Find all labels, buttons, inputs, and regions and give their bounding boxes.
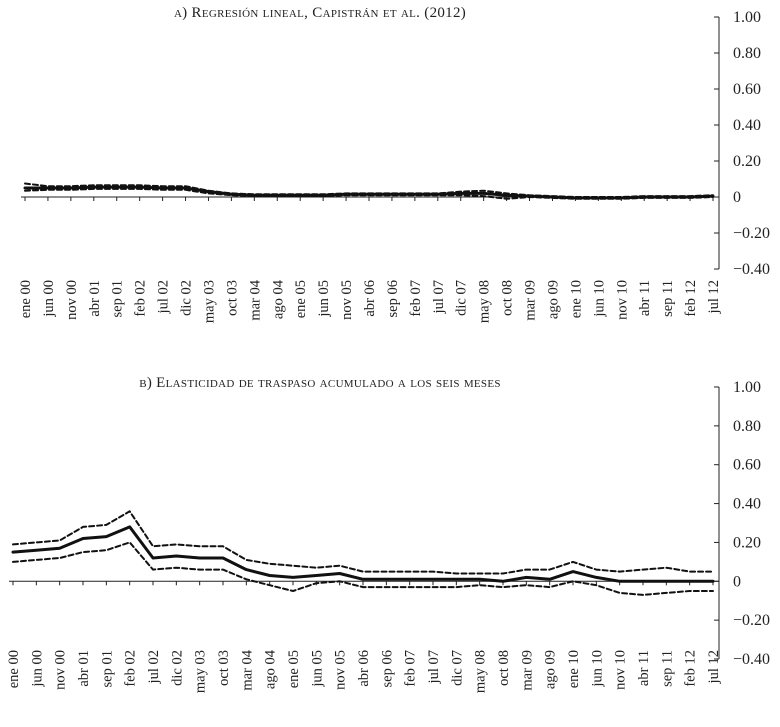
x-tick-label: dic 02 [169,650,185,686]
y-tick-label: 0.80 [733,418,761,435]
y-tick-label: −0.20 [733,225,770,242]
x-tick-label: sep 01 [99,650,115,687]
x-tick-label: sep 06 [385,280,401,317]
confidence-band-line [24,182,714,198]
x-tick-label: ene 05 [293,280,309,318]
x-tick-label: feb 02 [123,650,139,687]
confidence-band-line [12,510,714,575]
x-tick-label: sep 11 [659,650,675,687]
x-tick-label: ago 09 [543,650,559,689]
x-tick-label: abr 06 [362,280,378,317]
x-tick-label: abr 11 [637,280,653,316]
x-tick-label: feb 07 [403,650,419,687]
x-tick-label: ago 04 [270,279,286,319]
x-tick-label: sep 06 [379,650,395,687]
y-tick-label: 0.60 [733,81,761,98]
x-tick-label: jun 05 [309,650,325,688]
x-tick-label: ene 10 [568,280,584,318]
chart-title: a) Regresión lineal, Capistrán et al. (2… [173,5,467,21]
x-tick-label: dic 07 [449,650,465,686]
x-tick-label: jul 07 [426,650,442,684]
x-tick-label: may 03 [193,650,209,693]
y-tick-label: 0.80 [733,45,761,62]
chart-a-svg: 1.00 0.80 0.60 0.40 0.20 0 −0.20 −0.40 ene 00 jun… [18,9,770,323]
x-tick-label: feb 12 [683,650,699,687]
x-tick-label: feb 12 [683,280,699,317]
x-tick-label: oct 03 [224,280,240,316]
x-tick-label: nov 05 [339,280,355,320]
x-tick-label: may 08 [477,280,493,323]
estimate-line [11,525,715,583]
x-tick-label: abr 01 [87,280,103,317]
x-tick-label: oct 08 [500,280,516,316]
y-tick-label: 0.40 [733,496,761,513]
y-tick-label: 1.00 [733,379,761,396]
y-tick-label: 0.20 [733,153,761,170]
x-tick-label: jul 12 [706,280,722,314]
x-tick-label: mar 04 [247,279,263,320]
x-tick-label: sep 11 [660,280,676,317]
y-tick-label: 0.40 [733,117,761,134]
panel-b: b) Elasticidad de traspaso acumulado a l… [0,365,780,727]
x-tick-label: oct 03 [216,650,232,686]
panel-a: a) Regresión lineal, Capistrán et al. (2… [18,5,770,323]
y-tick-label: −0.40 [733,261,770,278]
x-tick-label: ene 00 [6,650,22,688]
x-tick-label: sep 01 [110,280,126,317]
x-tick-label: oct 08 [496,650,512,686]
y-tick-label: 0 [733,189,741,206]
x-tick-label: ago 04 [263,649,279,689]
y-tick-label: 1.00 [733,9,761,26]
x-tick-label: may 03 [201,280,217,323]
x-tick-label: jul 07 [431,280,447,314]
x-tick-label: mar 09 [523,280,539,321]
x-tick-label: jul 02 [146,650,162,684]
x-tick-label: jun 00 [29,650,45,688]
x-tick-label: jun 00 [41,280,57,318]
y-tick-label: 0.20 [733,534,761,551]
x-tick-label: nov 05 [333,650,349,690]
x-tick-label: nov 00 [64,280,80,320]
chart-b-svg: 1.00 0.80 0.60 0.40 0.20 0 −0.20 −0.40 ene 00 jun… [6,379,770,693]
confidence-band-line [24,187,714,200]
x-tick-label: abr 06 [356,650,372,687]
x-tick-label: abr 01 [76,650,92,687]
x-tick-label: abr 11 [636,650,652,686]
x-tick-label: may 08 [473,650,489,693]
x-tick-label: nov 10 [614,280,630,320]
x-tick-label: feb 07 [408,280,424,317]
x-tick-label: jul 12 [706,650,722,684]
x-tick-label: mar 09 [519,650,535,691]
y-tick-label: −0.20 [733,612,770,629]
x-tick-label: ene 00 [18,280,34,318]
x-tick-label: jul 02 [156,280,172,314]
x-tick-label: jun 10 [591,280,607,318]
x-tick-label: ene 10 [566,650,582,688]
x-tick-label: dic 02 [179,280,195,316]
x-tick-label: ene 05 [286,650,302,688]
chart-title: b) Elasticidad de traspaso acumulado a l… [139,375,501,391]
y-tick-label: 0.60 [733,457,761,474]
x-tick-label: nov 00 [53,650,69,690]
y-tick-label: −0.40 [733,651,770,668]
x-tick-label: feb 02 [133,280,149,317]
confidence-band-line [12,541,714,596]
x-tick-label: jun 05 [316,280,332,318]
x-tick-label: jun 10 [589,650,605,688]
x-tick-label: ago 09 [545,280,561,319]
x-tick-label: nov 10 [613,650,629,690]
y-tick-label: 0 [733,573,741,590]
x-tick-label: mar 04 [239,649,255,690]
x-tick-label: dic 07 [454,280,470,316]
